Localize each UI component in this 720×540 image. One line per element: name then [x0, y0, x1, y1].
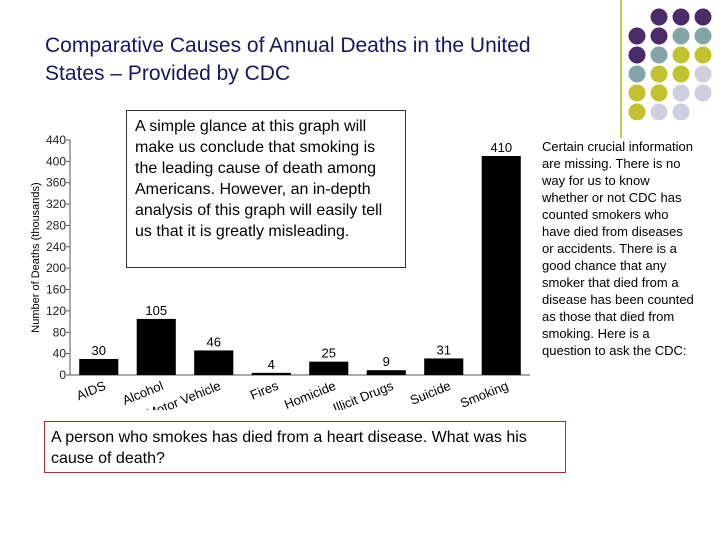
decor-dot [650, 65, 668, 83]
question-box: A person who smokes has died from a hear… [44, 421, 566, 473]
decor-vertical-line [620, 0, 622, 138]
bar-value-label: 31 [437, 342, 451, 357]
y-tick-label: 400 [46, 154, 66, 168]
decor-dot [650, 27, 668, 45]
bar-value-label: 4 [268, 357, 275, 372]
decor-dot [650, 8, 668, 26]
decor-dot [628, 65, 646, 83]
decor-dot [672, 8, 690, 26]
decor-dot [694, 65, 712, 83]
bar-illicit-drugs [366, 370, 406, 375]
category-label: Fires [248, 378, 281, 403]
side-commentary: Certain crucial information are missing.… [542, 139, 694, 358]
bar-smoking [481, 156, 521, 375]
decor-dot [694, 27, 712, 45]
decor-dot [672, 46, 690, 64]
decor-dot [672, 84, 690, 102]
decor-dot [672, 27, 690, 45]
decor-dot [672, 103, 690, 120]
category-label: AIDS [74, 378, 108, 403]
bar-value-label: 105 [145, 303, 167, 318]
y-tick-label: 240 [46, 240, 66, 254]
decor-dot [628, 46, 646, 64]
bar-aids [79, 358, 119, 375]
category-label: Illicit Drugs [331, 378, 396, 410]
category-label: Homicide [282, 378, 338, 410]
decor-dot [650, 84, 668, 102]
decor-dot [628, 84, 646, 102]
bar-value-label: 410 [490, 140, 512, 155]
bar-value-label: 25 [322, 346, 336, 361]
bar-value-label: 30 [92, 343, 106, 358]
y-tick-label: 160 [46, 283, 66, 297]
bar-motor-vehicle [194, 350, 234, 375]
y-tick-label: 80 [53, 325, 67, 339]
y-tick-label: 360 [46, 176, 66, 190]
note-box: A simple glance at this graph will make … [126, 110, 406, 268]
decor-dot [694, 46, 712, 64]
y-tick-label: 200 [46, 261, 66, 275]
y-tick-label: 280 [46, 218, 66, 232]
decor-dot [694, 8, 712, 26]
category-label: Suicide [408, 378, 453, 408]
bar-suicide [424, 358, 464, 375]
decor-dot [694, 84, 712, 102]
bar-chart: Number of Deaths (thousands) 0 40 80 120 160… [30, 133, 530, 410]
decor-dot [650, 103, 668, 120]
y-tick-label: 0 [59, 368, 66, 382]
bar-value-label: 46 [207, 334, 221, 349]
decor-dot-grid [628, 8, 712, 120]
decor-dot [628, 27, 646, 45]
y-tick-label: 120 [46, 304, 66, 318]
bar-homicide [309, 361, 349, 375]
bar-alcohol [136, 318, 176, 375]
decor-dot [628, 103, 646, 120]
decor-dot [672, 65, 690, 83]
y-axis-label: Number of Deaths (thousands) [30, 182, 42, 332]
category-label: Smoking [458, 378, 511, 410]
bar-fires [251, 372, 291, 375]
y-tick-label: 40 [53, 347, 67, 361]
decor-dot [650, 46, 668, 64]
y-tick-label: 320 [46, 197, 66, 211]
slide-title: Comparative Causes of Annual Deaths in t… [45, 34, 531, 85]
bar-value-label: 9 [383, 354, 390, 369]
y-tick-label: 440 [46, 133, 66, 147]
